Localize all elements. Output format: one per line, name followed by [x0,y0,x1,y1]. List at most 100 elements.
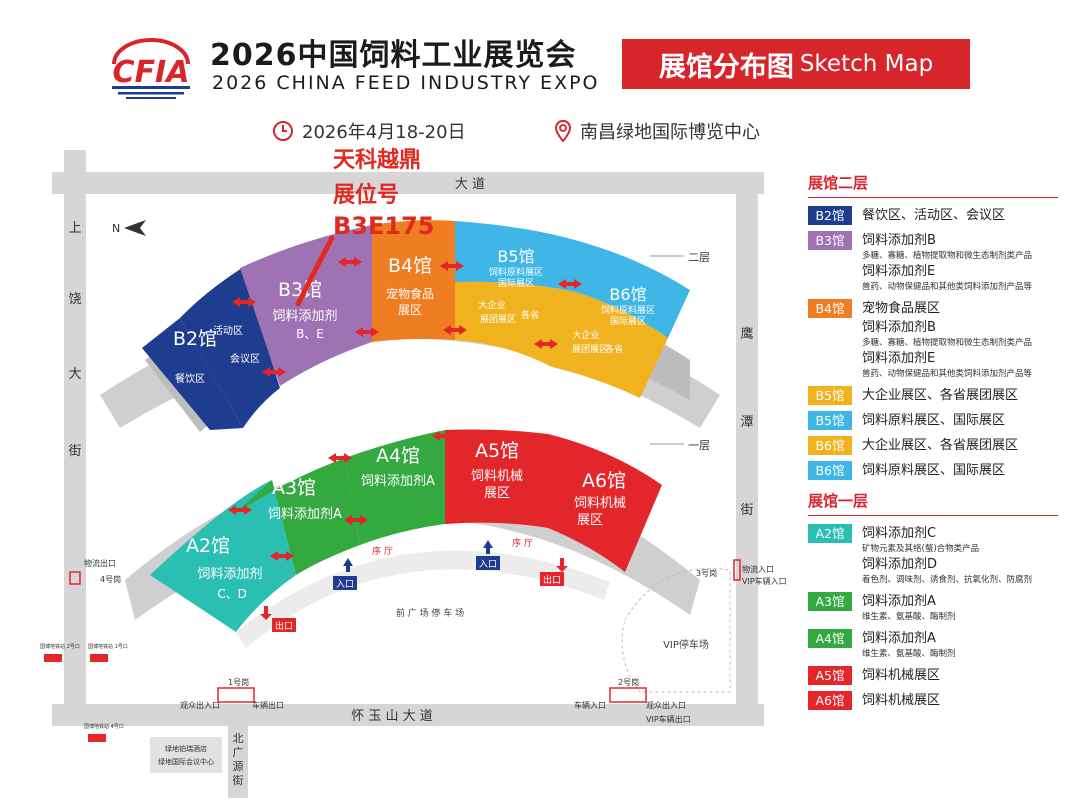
legend-main-text: 大企业展区、各省展团展区 [862,388,1019,403]
hall-b3-title: B3馆 [278,279,322,301]
expo-date-text: 2026年4月18-20日 [302,122,466,143]
legend-sub-text: 多糖、寡糖、植物提取物和微生态制剂类产品 [862,251,1033,261]
legend-sub-text: 兽药、动物保健品和其他类饲料添加剂产品等 [862,282,1033,292]
expo-title-cn: 2026中国饲料工业展览会 [210,38,577,73]
legend-description: 宠物食品展区 饲料添加剂B 多糖、寡糖、植物提取物和微生态制剂类产品 饲料添加剂E 兽药… [862,299,1032,380]
legend-description: 饲料添加剂C 矿物元素及其络(螯)合物类产品 饲料添加剂D 着色剂、调味剂、诱食剂、抗… [862,524,1032,586]
north-street-char: 广 [233,746,244,759]
legend-description: 饲料机械展区 [862,691,940,710]
legend-main-text: 大企业展区、各省展团展区 [862,438,1019,453]
lower-floor-arc [125,429,700,648]
legend-description: 餐饮区、活动区、会议区 [862,206,1005,225]
legend-row: B5馆 饲料原料展区、国际展区 [808,411,1070,430]
hall-a4[interactable] [345,430,445,545]
vip-vehicle-exit-label: VIP车辆出口 [646,714,691,724]
exit-1[interactable]: 出口 [260,606,296,632]
hall-b6-line: 饲料原料展区 [601,304,655,316]
road-bottom [52,704,764,726]
hall-b4-line: 展区 [398,303,422,317]
gate-4-label: 4号岗 [100,575,121,584]
legend-row: B3馆 饲料添加剂B 多糖、寡糖、植物提取物和微生态制剂类产品饲料添加剂E 兽药、动物… [808,231,1070,293]
legend-main-text: 饲料原料展区、国际展区 [862,463,1006,478]
hall-a3[interactable] [233,458,360,575]
legend-description: 饲料原料展区、国际展区 [862,411,1005,430]
hall-b3[interactable] [240,225,372,386]
legend-main-text: 饲料添加剂B [862,233,936,248]
legend-row: A3馆 饲料添加剂A 维生素、氨基酸、酶制剂 [808,592,1070,623]
legend-panel: 展馆二层 B2馆 餐饮区、活动区、会议区 B3馆 饲料添加剂B 多糖、寡糖、植物提取物和… [808,172,1070,716]
legend-main-text: 饲料原料展区、国际展区 [862,413,1006,428]
hall-b2-title: B2馆 [173,328,217,350]
annotation-booth-number: B3E175 [333,212,435,240]
legend-description: 大企业展区、各省展团展区 [862,436,1018,455]
legend-hall-badge: B3馆 [808,231,852,250]
road-right-char: 街 [740,503,753,518]
vip-parking-label: VIP停车场 [663,638,709,651]
hall-a6-title: A6馆 [582,470,626,492]
entrance-2[interactable]: 入口 [476,540,500,570]
clock-icon [273,121,293,141]
hall-a5[interactable] [445,429,548,529]
road-north-street [228,726,248,798]
plaza-parking-label: 前 广 场 停 车 场 [396,607,464,619]
hotel-label: 绿地铂瑞酒店 [165,744,207,753]
hall-b2-sub: 活动区 [213,325,243,337]
hall-b5-upper[interactable] [455,221,575,292]
cfia-logo: CFIA [108,38,194,100]
hall-b2[interactable] [142,318,243,430]
vehicle-entry-label: 车辆入口 [574,700,606,710]
entrance-1[interactable]: 入口 [333,558,357,590]
svg-text:N: N [112,222,120,235]
hall-b6-lower[interactable] [552,292,668,398]
hall-a2[interactable] [150,480,296,632]
hall-b4[interactable] [372,220,455,342]
expo-venue: 南昌绿地国际博览中心 [554,118,760,144]
expo-date: 2026年4月18-20日 [272,118,466,144]
legend-row: B6馆 大企业展区、各省展团展区 [808,436,1070,455]
logistics-exit-label: 物流出口 [84,558,116,568]
legend-main-text: 饲料添加剂A [862,631,936,646]
legend-floor2-title: 展馆二层 [808,174,869,192]
legend-row: A5馆 饲料机械展区 [808,666,1070,685]
vehicle-exit-label: 车辆出口 [252,700,284,710]
legend-main-text: 饲料添加剂E [862,264,936,279]
hall-b5-line: 饲料原料展区 [489,266,543,278]
legend-description: 饲料机械展区 [862,666,940,685]
legend-main-text: 餐饮区、活动区、会议区 [862,208,1006,223]
vip-parking-area [621,568,731,693]
legend-floor1-title: 展馆一层 [808,492,869,510]
legend-row: B2馆 餐饮区、活动区、会议区 [808,206,1070,225]
exit-2[interactable]: 出口 [540,558,568,586]
legend-divider [808,515,1058,516]
legend-hall-badge: B4馆 [808,299,852,318]
road-right-char: 鹰 [740,326,753,342]
north-street-char: 街 [233,773,244,787]
legend-main-text: 饲料添加剂E [862,351,936,366]
legend-sub-text: 矿物元素及其络(螯)合物类产品 [862,544,980,554]
legend-hall-badge: A6馆 [808,691,852,710]
legend-row: B4馆 宠物食品展区 饲料添加剂B 多糖、寡糖、植物提取物和微生态制剂类产品 饲料添加剂… [808,299,1070,380]
legend-row: A2馆 饲料添加剂C 矿物元素及其络(螯)合物类产品 饲料添加剂D 着色剂、调味剂、诱食… [808,524,1070,586]
metro-exit-label: 国博地铁站 2号口 [40,643,80,650]
sketch-map-badge-cn: 展馆分布图 [658,51,794,83]
gate-3-label: 3号岗 [696,569,717,578]
north-arrow-icon: N [112,220,146,236]
legend-sub-text: 维生素、氨基酸、酶制剂 [862,649,956,659]
hall-b6-upper[interactable] [575,240,690,338]
hall-b2-east[interactable] [180,268,280,428]
legend-hall-badge: A4馆 [808,629,852,648]
legend-description: 饲料添加剂A 维生素、氨基酸、酶制剂 [862,629,956,660]
legend-floor1-list: A2馆 饲料添加剂C 矿物元素及其络(螯)合物类产品 饲料添加剂D 着色剂、调味剂、诱食… [808,524,1070,710]
road-right [736,172,758,726]
legend-row: A6馆 饲料机械展区 [808,691,1070,710]
sketch-map-badge: 展馆分布图 Sketch Map [622,39,970,89]
passage-arrows [228,257,582,561]
hall-a2-line: 饲料添加剂 [197,567,262,582]
floor-label-first: 一层 [688,439,710,452]
svg-text:出口: 出口 [543,574,561,586]
hotel-block [150,737,222,773]
hall-a2-title: A2馆 [186,535,230,557]
hall-a6[interactable] [548,434,662,572]
sketch-map-badge-en: Sketch Map [799,51,934,77]
conf-center-label: 绿地国际会议中心 [158,757,214,766]
